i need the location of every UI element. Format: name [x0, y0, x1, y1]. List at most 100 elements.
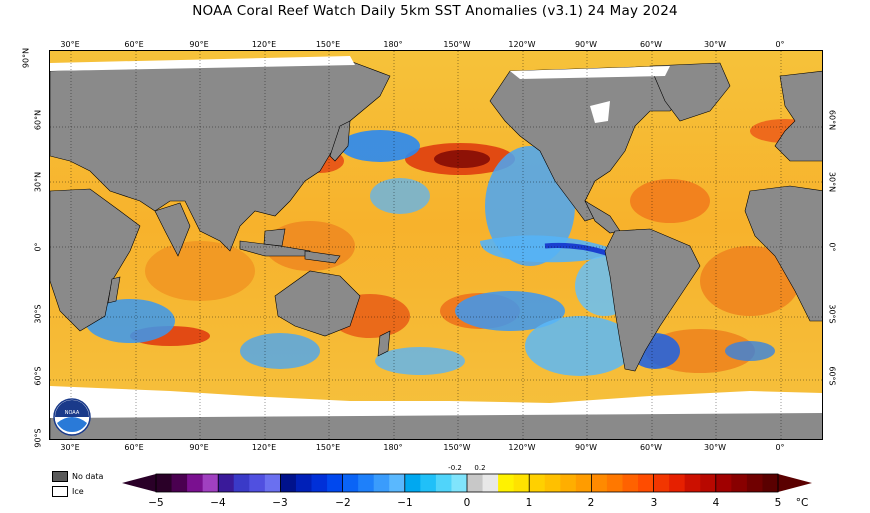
lon-label: 0° [775, 40, 785, 49]
lat-label: 90°S [33, 428, 43, 448]
colorbar-band [373, 474, 390, 492]
colorbar-band [684, 474, 701, 492]
colorbar [122, 473, 812, 493]
lat-label: 0° [827, 242, 837, 252]
colorbar-tick-label: 4 [712, 497, 720, 509]
warm-anomaly-patches [130, 119, 820, 373]
colorbar-band [187, 474, 204, 492]
lon-label: 60°E [124, 40, 144, 49]
lat-label: 30°S [827, 304, 837, 324]
colorbar-band [746, 474, 764, 492]
colorbar-tick-label: 3 [650, 497, 658, 509]
lat-label: 30°N [827, 171, 837, 193]
no-data-swatch [52, 471, 68, 482]
map-title: NOAA Coral Reef Watch Daily 5km SST Anom… [192, 3, 678, 19]
colorbar-bands [156, 474, 779, 492]
lon-label: 120°E [251, 40, 277, 49]
colorbar-band [404, 474, 421, 492]
ice-swatch [52, 486, 68, 497]
colorbar-band [669, 474, 686, 492]
lat-label: 90°N [21, 47, 31, 69]
colorbar-tick-label: −1 [397, 497, 413, 509]
cool-anomaly-patches [65, 81, 775, 376]
colorbar-tick-label: 5 [774, 497, 782, 509]
colorbar-band [233, 474, 250, 492]
lon-label: 90°W [574, 40, 598, 49]
colorbar-band [575, 474, 592, 492]
lat-label: 30°N [33, 171, 43, 193]
colorbar-band [482, 474, 499, 492]
south-america-landmass [604, 228, 701, 372]
sst-anomaly-map: NOAA [49, 50, 823, 440]
colorbar-band [467, 474, 484, 492]
colorbar-tick-label: −2 [335, 497, 351, 509]
lon-label: 60°W [639, 443, 663, 452]
map-canvas: NOAA [50, 51, 822, 439]
lon-label: 120°W [508, 40, 536, 49]
lat-label: 30°S [33, 304, 43, 324]
noaa-logo: NOAA [53, 398, 91, 436]
noaa-logo-text: NOAA [65, 410, 80, 416]
land-masses [50, 60, 822, 439]
lon-label: 90°W [574, 443, 598, 452]
colorbar-band [591, 474, 608, 492]
colorbar-band [171, 474, 188, 492]
colorbar-band [451, 474, 468, 492]
colorbar-small-tick-label: -0.2 [448, 464, 462, 472]
colorbar-band [327, 474, 344, 492]
colorbar-band [342, 474, 359, 492]
india-landmass [154, 202, 191, 257]
colorbar-tick-label: 2 [587, 497, 595, 509]
lon-label: 0° [775, 443, 785, 452]
colorbar-unit: °C [795, 497, 809, 509]
colorbar-band [653, 474, 670, 492]
new-zealand [377, 330, 391, 357]
lat-label: 60°N [33, 109, 43, 131]
lat-label: 0° [33, 242, 43, 252]
colorbar-band [529, 474, 546, 492]
lon-label: 180° [383, 443, 403, 452]
west-africa [744, 185, 822, 322]
lon-label: 30°W [703, 443, 727, 452]
colorbar-tick-label: −4 [210, 497, 226, 509]
colorbar-band [420, 474, 437, 492]
colorbar-band [311, 474, 328, 492]
graticule [50, 51, 822, 439]
new-guinea [304, 250, 341, 264]
colorbar-band [622, 474, 639, 492]
lon-label: 30°W [703, 40, 727, 49]
colorbar-band [606, 474, 624, 492]
lon-label: 60°W [639, 40, 663, 49]
lat-label: 60°S [33, 366, 43, 386]
lon-label: 150°E [315, 443, 341, 452]
colorbar-small-tick-label: 0.2 [474, 464, 486, 472]
colorbar-tick-label: −5 [148, 497, 164, 509]
colorbar-band [435, 474, 453, 492]
colorbar-right-arrow [778, 474, 812, 492]
lon-label: 150°E [315, 40, 341, 49]
lon-label: 150°W [443, 40, 471, 49]
colorbar-band [156, 474, 173, 492]
lon-label: 120°W [508, 443, 536, 452]
colorbar-band [513, 474, 530, 492]
lat-label: 60°N [827, 109, 837, 131]
greenland [649, 62, 731, 122]
colorbar-band [560, 474, 577, 492]
japan [329, 120, 351, 162]
colorbar-band [358, 474, 375, 492]
colorbar-band [389, 474, 406, 492]
lon-label: 120°E [251, 443, 277, 452]
lon-label: 60°E [124, 443, 144, 452]
colorbar-tick-label: 0 [463, 497, 471, 509]
colorbar-band [700, 474, 717, 492]
lon-label: 30°E [60, 443, 80, 452]
lon-label: 150°W [443, 443, 471, 452]
ice-label: Ice [72, 487, 84, 496]
lon-label: 30°E [60, 40, 80, 49]
colorbar-band [218, 474, 235, 492]
madagascar [107, 276, 121, 304]
asia-landmass [50, 60, 391, 252]
colorbar-band [762, 474, 779, 492]
colorbar-left-arrow [122, 474, 156, 492]
colorbar-tick-label: −3 [272, 497, 288, 509]
